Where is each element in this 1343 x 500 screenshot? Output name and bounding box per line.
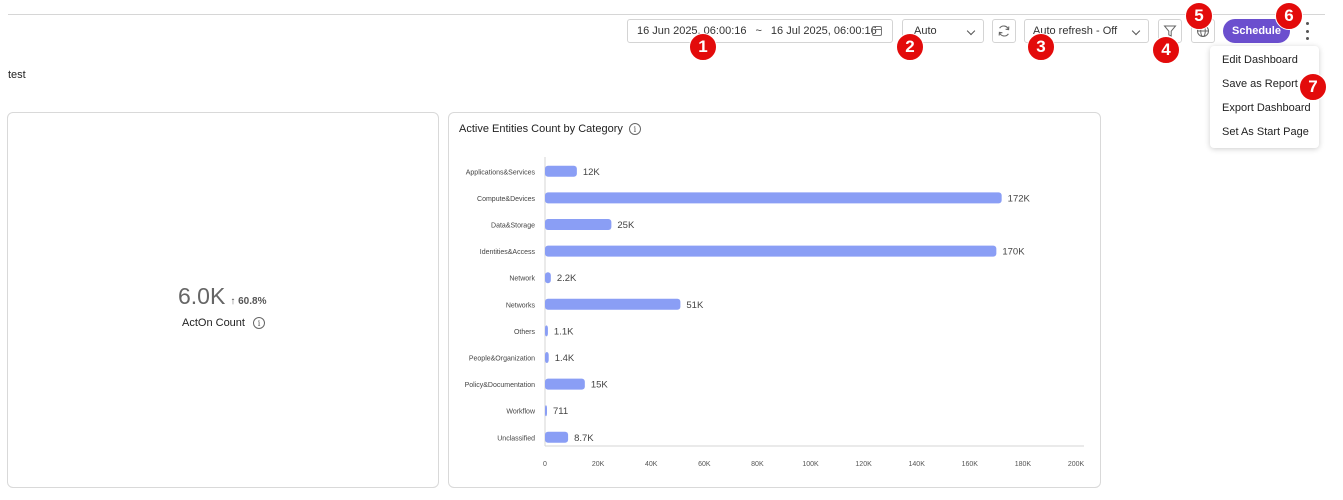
bar (545, 272, 551, 284)
bar-value-label: 1.4K (555, 353, 575, 364)
dashboard-name: test (8, 69, 26, 81)
x-tick-label: 20K (592, 461, 605, 468)
x-tick-label: 180K (1015, 461, 1032, 468)
refresh-button[interactable] (992, 19, 1016, 43)
bar-value-label: 2.2K (557, 273, 577, 284)
bar-value-label: 711 (553, 406, 568, 417)
bar-value-label: 172K (1008, 193, 1031, 204)
bar (545, 378, 585, 390)
x-tick-label: 140K (909, 461, 926, 468)
bar-value-label: 15K (591, 380, 609, 391)
bar-value-label: 170K (1002, 247, 1025, 258)
chart-title-row: Active Entities Count by Category i (459, 123, 641, 135)
top-divider (8, 14, 1325, 15)
bar (545, 298, 681, 310)
category-label: Identities&Access (480, 249, 536, 256)
menu-item-save-as-report[interactable]: Save as Report (1222, 78, 1298, 90)
kpi-label-row: ActOn Count i (182, 317, 265, 329)
category-label: Compute&Devices (477, 196, 535, 203)
annotation-marker-3: 3 (1027, 33, 1055, 61)
x-tick-label: 60K (698, 461, 711, 468)
x-tick-label: 160K (962, 461, 979, 468)
refresh-icon (998, 25, 1010, 37)
date-range-picker[interactable]: 16 Jun 2025, 06:00:16 ~ 16 Jul 2025, 06:… (627, 19, 893, 43)
kpi-value: 6.0K (178, 283, 226, 309)
kpi-label: ActOn Count (182, 317, 245, 329)
chevron-down-icon (1131, 26, 1141, 36)
annotation-marker-7: 7 (1299, 73, 1327, 101)
menu-item-export-dashboard[interactable]: Export Dashboard (1222, 102, 1311, 114)
annotation-marker-1: 1 (689, 33, 717, 61)
bar (545, 192, 1002, 204)
category-label: Policy&Documentation (465, 382, 536, 389)
date-separator: ~ (755, 25, 762, 37)
x-tick-label: 0 (543, 461, 547, 468)
x-tick-label: 120K (855, 461, 872, 468)
kpi-value-row: 6.0K ↑ 60.8% (178, 283, 266, 310)
annotation-marker-4: 4 (1152, 36, 1180, 64)
x-tick-label: 40K (645, 461, 658, 468)
x-tick-label: 80K (751, 461, 764, 468)
kpi-widget: 6.0K ↑ 60.8% ActOn Count i (7, 112, 439, 488)
info-icon[interactable]: i (252, 317, 265, 329)
category-label: Data&Storage (491, 223, 535, 230)
chart-title: Active Entities Count by Category (459, 123, 623, 135)
date-end: 16 Jul 2025, 06:00:16 (770, 25, 877, 37)
bar (545, 165, 577, 177)
bar (545, 405, 547, 417)
menu-item-edit-dashboard[interactable]: Edit Dashboard (1222, 54, 1298, 66)
dashboard-options-menu: Edit Dashboard Save as Report Export Das… (1210, 46, 1319, 148)
chevron-down-icon (966, 26, 976, 36)
category-label: Unclassified (497, 435, 535, 442)
category-label: People&Organization (469, 356, 535, 363)
bar-value-label: 1.1K (554, 326, 574, 337)
bar (545, 431, 569, 443)
bar (545, 219, 612, 230)
auto-refresh-select[interactable]: Auto refresh - Off (1024, 19, 1149, 43)
more-options-icon[interactable] (1300, 22, 1314, 40)
annotation-marker-5: 5 (1185, 2, 1213, 30)
info-icon[interactable]: i (628, 123, 641, 135)
bar-value-label: 25K (617, 220, 635, 231)
x-tick-label: 100K (802, 461, 819, 468)
bar (545, 245, 997, 257)
annotation-marker-6: 6 (1275, 2, 1303, 30)
category-label: Workflow (506, 409, 536, 416)
category-label: Network (509, 276, 535, 283)
date-start: 16 Jun 2025, 06:00:16 (637, 25, 747, 37)
calendar-icon[interactable] (872, 26, 882, 36)
bar-value-label: 51K (686, 300, 704, 311)
bar-value-label: 8.7K (574, 433, 594, 444)
bar-value-label: 12K (583, 167, 601, 178)
bar-chart: Applications&Services 12K Compute&Devices 1… (465, 157, 1085, 468)
menu-item-set-as-start-page[interactable]: Set As Start Page (1222, 126, 1309, 138)
x-tick-label: 200K (1068, 461, 1085, 468)
bar (545, 352, 549, 363)
granularity-value: Auto (914, 25, 937, 37)
category-label: Others (514, 329, 536, 336)
category-label: Applications&Services (466, 169, 536, 176)
kpi-change: ↑ 60.8% (230, 296, 267, 307)
auto-refresh-value: Auto refresh - Off (1033, 25, 1118, 37)
category-label: Networks (506, 302, 536, 309)
bar (545, 325, 548, 337)
bar-chart-widget: Applications&Services 12K Compute&Devices 1… (448, 112, 1101, 488)
annotation-marker-2: 2 (896, 33, 924, 61)
